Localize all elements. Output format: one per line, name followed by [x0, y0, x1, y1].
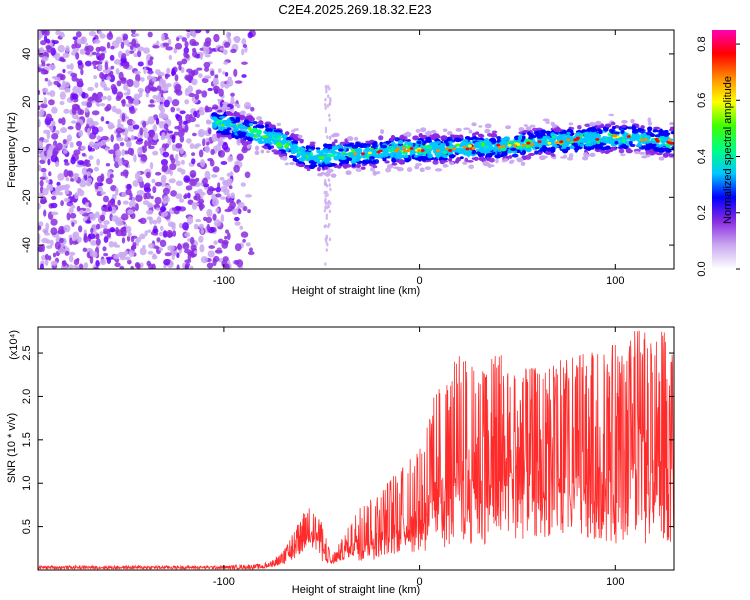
snr-y-multiplier: (x10⁴)	[8, 330, 20, 360]
spectrogram-y-label: Frequency (Hz)	[6, 112, 18, 188]
x-tick-label: 0	[417, 275, 423, 287]
x-tick-label: -100	[213, 576, 235, 588]
y-tick-label: -40	[21, 237, 33, 253]
spectrogram-x-label: Height of straight line (km)	[292, 285, 420, 297]
colorbar-tick-label: 0.8	[696, 36, 708, 51]
y-tick-label: 20	[21, 96, 33, 108]
snr-y-axis: 0.5 1.0 1.5 2.0 2.5	[21, 345, 674, 534]
snr-series-line	[38, 330, 674, 570]
y-tick-label: 40	[21, 48, 33, 60]
spectrogram-x-axis: -100 0 100	[213, 30, 624, 287]
snr-y-label: SNR (10 * v/v)	[6, 413, 18, 483]
x-tick-label: 100	[606, 576, 624, 588]
colorbar-label: Normalized spectral amplitude	[722, 76, 734, 224]
y-tick-label: 2.0	[21, 389, 33, 404]
snr-x-axis: -100 0 100	[213, 327, 624, 588]
spectrogram-panel: -100 0 100 -40 -20 0 20 40 Height of straight …	[6, 29, 675, 297]
colorbar-tick-label: 0.0	[696, 261, 708, 276]
snr-panel: -100 0 100 0.5 1.0 1.5 2.0 2.5 Height of strai…	[6, 326, 675, 596]
spectrogram-y-axis: -40 -20 0 20 40	[21, 48, 674, 253]
x-tick-label: -100	[213, 275, 235, 287]
y-tick-label: 1.0	[21, 476, 33, 491]
figure-title: C2E4.2025.269.18.32.E23	[278, 2, 431, 17]
colorbar: 0.0 0.2 0.4 0.6 0.8 Normalized spectral ampl…	[696, 30, 740, 277]
colorbar-tick-label: 0.6	[696, 93, 708, 108]
colorbar-tick-label: 0.2	[696, 205, 708, 220]
y-tick-label: 0.5	[21, 519, 33, 534]
y-tick-label: -20	[21, 189, 33, 205]
colorbar-gradient	[712, 30, 736, 269]
y-tick-label: 1.5	[21, 432, 33, 447]
snr-frame	[37, 326, 675, 571]
spectrogram-pixels	[38, 30, 674, 269]
colorbar-tick-label: 0.4	[696, 149, 708, 164]
colorbar-ticks: 0.0 0.2 0.4 0.6 0.8	[696, 36, 740, 277]
x-tick-label: 0	[417, 576, 423, 588]
snr-x-label: Height of straight line (km)	[292, 584, 420, 596]
y-tick-label: 2.5	[21, 345, 33, 360]
x-tick-label: 100	[606, 275, 624, 287]
y-tick-label: 0	[21, 146, 33, 152]
